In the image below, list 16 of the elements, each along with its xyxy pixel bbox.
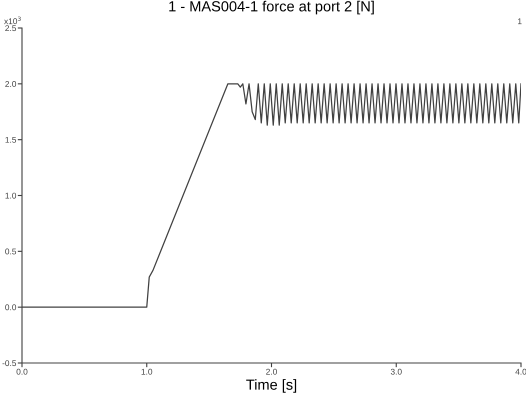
x-tick-label: 4.0 — [515, 368, 526, 375]
y-tick-label: -0.5 — [2, 360, 16, 366]
y-tick-label: 2.5 — [5, 25, 16, 32]
chart-title: 1 - MAS004-1 force at port 2 [N] — [169, 0, 374, 14]
x-tick-label: 2.0 — [266, 368, 277, 375]
x-axis-title: Time [s] — [246, 379, 296, 393]
y-tick-label: 0.0 — [5, 304, 16, 310]
text: x10$^{3}$ — [4, 16, 21, 24]
text: 1 — [518, 18, 522, 24]
x-tick-label: 3.0 — [390, 368, 402, 375]
x-tick-label: 0.0 — [16, 368, 28, 375]
y-tick-label: 0.5 — [5, 248, 16, 254]
y-tick-label: 1.0 — [5, 192, 16, 199]
y-tick-label: 1.5 — [5, 136, 16, 143]
x-tick-label: 1.0 — [142, 368, 152, 375]
y-tick-label: 2.0 — [5, 81, 16, 87]
